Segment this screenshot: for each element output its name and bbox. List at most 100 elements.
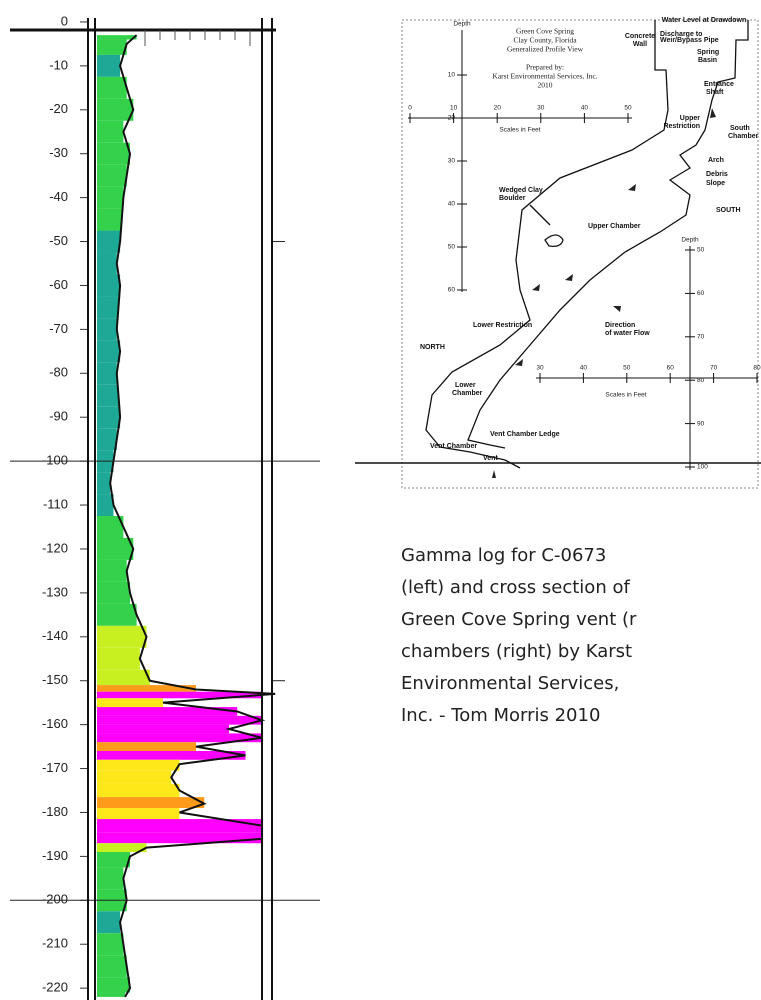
gamma-fill <box>97 648 140 670</box>
gamma-fill <box>97 716 262 725</box>
diagram-label: Upper <box>680 115 701 122</box>
tick-label: 40 <box>581 105 589 112</box>
y-tick-label: -100 <box>42 453 68 468</box>
diagram-label: 2010 <box>538 81 553 90</box>
diagram-label: Entrance <box>704 81 734 88</box>
gamma-fill <box>97 867 123 889</box>
y-tick-label: -160 <box>42 716 68 731</box>
tick-label: 20 <box>448 115 456 122</box>
y-tick-label: -210 <box>42 936 68 951</box>
gamma-fill <box>97 121 123 143</box>
gamma-fill <box>97 77 127 99</box>
diagram-label: Scales in Feet <box>499 127 540 134</box>
diagram-label: Depth <box>453 21 471 28</box>
gamma-fill <box>97 406 120 428</box>
caption: Gamma log for C-0673 (left) and cross sec… <box>401 545 637 726</box>
y-tick-label: -70 <box>49 321 68 336</box>
tick-label: 20 <box>494 105 502 112</box>
gamma-fill <box>97 384 118 406</box>
caption-line: Green Cove Spring vent (r <box>401 609 637 630</box>
gamma-fill <box>97 933 123 955</box>
diagram-label: Wedged Clay <box>499 187 543 194</box>
tick-label: 60 <box>448 287 456 294</box>
diagram-label: Scales in Feet <box>605 392 646 399</box>
tick-label: 80 <box>697 377 705 384</box>
diagram-label: Boulder <box>499 195 526 202</box>
tick-label: 10 <box>448 72 456 79</box>
tick-label: 50 <box>448 244 456 251</box>
gamma-fill <box>97 670 150 685</box>
gamma-fill <box>97 274 120 296</box>
y-tick-label: -130 <box>42 584 68 599</box>
diagram-label: Karst Environmental Services, Inc. <box>492 72 597 81</box>
tick-label: 30 <box>537 105 545 112</box>
y-tick-label: -170 <box>42 760 68 775</box>
tick-label: 30 <box>448 158 456 165</box>
gamma-fill <box>97 538 133 560</box>
gamma-fill <box>97 340 120 362</box>
gamma-fill <box>97 318 117 340</box>
diagram-label: Wall <box>633 41 647 48</box>
top-ticks <box>145 30 250 46</box>
tick-label: 100 <box>697 464 708 471</box>
cave-outline <box>426 20 748 468</box>
gamma-fill <box>97 582 130 604</box>
diagram-label: Depth <box>681 237 699 244</box>
flow-arrows <box>492 108 716 478</box>
diagram-label: Concrete <box>625 33 655 40</box>
diagram-label: Lower <box>455 382 476 389</box>
gamma-fill <box>97 209 122 231</box>
diagram-label: Upper Chamber <box>588 223 641 230</box>
page: 0-10-20-30-40-50-60-70-80-90-100-110-120… <box>0 0 761 1000</box>
gamma-fill <box>97 604 137 626</box>
diagram-label: Clay County, Florida <box>513 36 577 45</box>
tick-label: 30 <box>536 365 544 372</box>
gamma-fill <box>97 40 127 55</box>
y-tick-label: -60 <box>49 277 68 292</box>
diagram-label: Basin <box>698 57 717 64</box>
diagram-label: Chamber <box>452 390 483 397</box>
diagram-label: Vent Chamber <box>430 443 477 450</box>
diagram-label: Lower Restriction <box>473 322 532 329</box>
diagram-label: Debris <box>706 171 728 178</box>
gamma-fill <box>97 296 118 318</box>
gamma-fill <box>97 428 117 450</box>
y-tick-label: -80 <box>49 365 68 380</box>
y-tick-label: -30 <box>49 145 68 160</box>
diagram-label: South <box>730 125 750 132</box>
gamma-fill <box>97 698 163 707</box>
gamma-fill <box>97 725 229 734</box>
caption-line: (left) and cross section of <box>401 577 630 598</box>
gamma-fill <box>97 494 114 516</box>
diagram-label: SOUTH <box>716 207 741 214</box>
caption-line: chambers (right) by Karst <box>401 641 632 662</box>
figure: 0-10-20-30-40-50-60-70-80-90-100-110-120… <box>0 0 761 1000</box>
gamma-log: 0-10-20-30-40-50-60-70-80-90-100-110-120… <box>10 13 320 997</box>
diagram-label: Vent <box>483 455 498 462</box>
diagram-label: Shaft <box>706 89 724 96</box>
y-tick-label: -180 <box>42 804 68 819</box>
gamma-fill <box>97 797 204 808</box>
diagram-label: of water Flow <box>605 330 650 337</box>
tick-label: 90 <box>697 420 705 427</box>
y-tick-label: -140 <box>42 628 68 643</box>
diagram-label: Spring <box>697 49 719 56</box>
gamma-fill <box>97 808 180 819</box>
diagram-label: Restriction <box>663 123 700 130</box>
tick-label: 50 <box>623 365 631 372</box>
gamma-fill <box>97 253 117 275</box>
tick-label: 70 <box>710 365 718 372</box>
diagram-label: Slope <box>706 180 725 187</box>
gamma-fill <box>97 760 180 771</box>
y-tick-label: -200 <box>42 892 68 907</box>
diagram-label: Direction <box>605 322 635 329</box>
y-tick-label: -50 <box>49 233 68 248</box>
y-tick-label: -10 <box>49 57 68 72</box>
gamma-fill <box>97 977 130 992</box>
gamma-fill <box>97 143 130 165</box>
diagram-label: Prepared by: <box>526 63 564 72</box>
y-tick-label: -90 <box>49 409 68 424</box>
caption-line: Gamma log for C-0673 <box>401 545 606 566</box>
diagram-label: Vent Chamber Ledge <box>490 431 560 438</box>
diagram-label: Arch <box>708 157 724 164</box>
